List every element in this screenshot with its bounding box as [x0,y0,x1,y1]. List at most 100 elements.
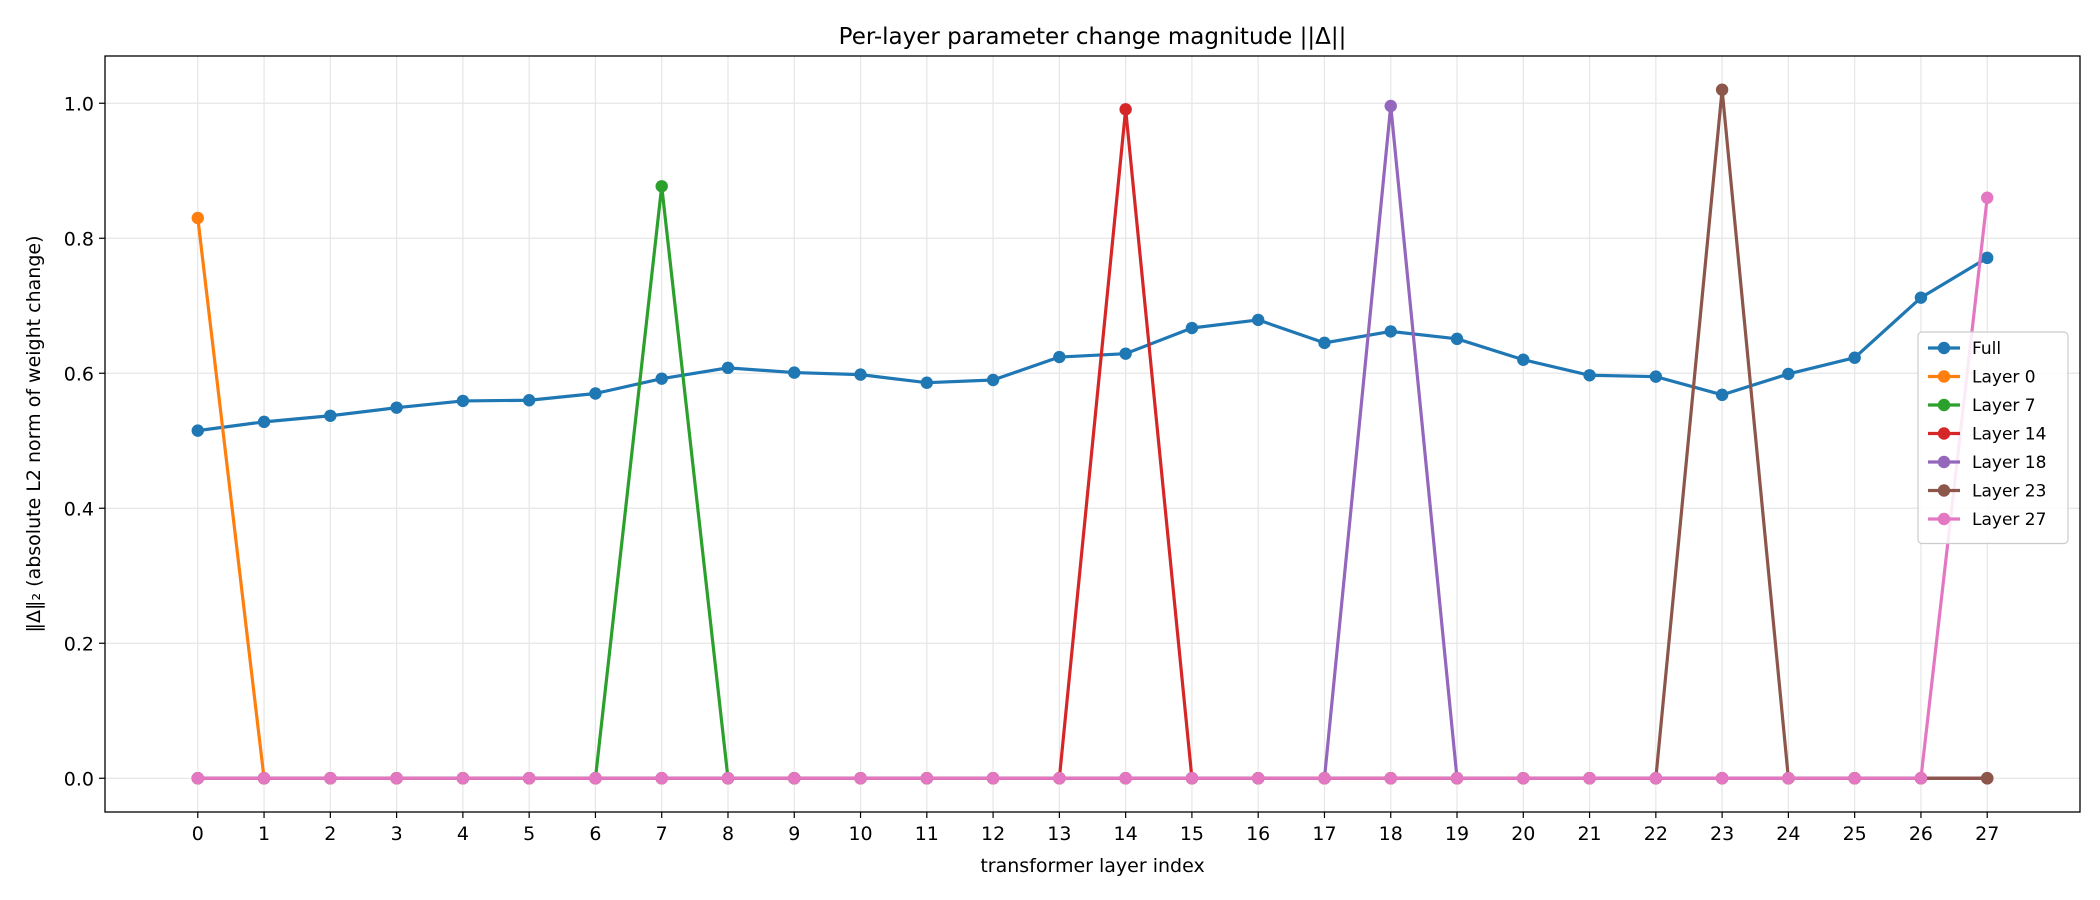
x-tick-label: 5 [523,823,535,845]
data-point [986,373,1000,387]
data-point [1318,772,1331,785]
data-point [1715,772,1729,785]
x-tick-label: 26 [1909,823,1933,845]
data-point [1715,388,1729,402]
x-tick-label: 18 [1379,823,1403,845]
series-layer-0 [191,211,1994,785]
data-point [390,401,403,414]
data-point [788,772,801,785]
data-point [854,772,867,785]
series-line [197,184,1988,780]
data-point [1649,772,1663,785]
series-line [197,256,1989,433]
x-tick-label: 1 [258,823,270,845]
x-tick-label: 6 [589,823,601,845]
data-point [721,361,735,375]
data-point [1119,103,1132,116]
legend-swatch-marker [1937,427,1951,440]
series-line [197,197,1989,780]
y-axis-ticks: 0.0 0.2 0.4 0.6 0.8 1.0 [64,93,105,790]
data-point [1185,321,1199,335]
data-point [324,772,337,785]
x-tick-label: 27 [1975,823,1999,845]
x-tick-label: 23 [1710,823,1734,845]
legend-label: Layer 23 [1972,482,2046,502]
data-point [655,372,668,385]
x-tick-label: 11 [915,823,939,845]
x-tick-label: 2 [324,823,336,845]
legend-item: Layer 18 [1928,453,2046,473]
data-point [1384,772,1397,785]
legend-item: Layer 23 [1928,482,2046,502]
legend-item: Full [1928,339,2001,359]
data-point [589,387,602,400]
y-axis-label: ‖Δ‖₂ (absolute L2 norm of weight change) [23,236,45,633]
data-point [920,376,934,389]
data-point [854,368,867,381]
data-point [1782,367,1795,381]
data-point [324,409,337,422]
legend-swatch-marker [1937,484,1951,497]
data-point [1583,369,1596,382]
series-line [196,217,1988,780]
x-tick-label: 13 [1047,823,1071,845]
data-point [1384,99,1397,113]
x-tick-label: 20 [1511,823,1535,845]
data-point [1517,772,1530,785]
x-tick-label: 15 [1180,823,1204,845]
data-point [1318,336,1331,350]
data-point [986,772,1000,785]
y-tick-label: 0.4 [64,498,94,520]
legend-swatch-marker [1937,398,1951,412]
data-point [1450,332,1464,346]
data-point [1981,191,1994,204]
legend-label: Layer 18 [1972,453,2046,473]
data-point [191,211,204,225]
plot-frame [104,55,2081,813]
data-point [1914,291,1928,304]
series-layer-14 [191,103,1994,785]
x-tick-label: 10 [848,823,872,845]
data-point [1119,347,1132,360]
data-point [1649,370,1663,383]
chart-title: Per-layer parameter change magnitude ||Δ… [839,24,1347,50]
series-layer-7 [191,180,1994,785]
series-full [191,251,1994,437]
data-point [1782,772,1795,785]
legend-swatch-marker [1937,512,1951,526]
legend-label: Layer 7 [1972,396,2036,416]
data-point [1119,772,1132,785]
data-point [1914,772,1928,785]
y-tick-label: 0.2 [64,633,94,655]
x-tick-label: 22 [1644,823,1668,845]
data-point [1517,353,1530,366]
data-point [655,180,668,193]
data-point [1053,772,1066,785]
legend-swatch-marker [1937,370,1951,383]
x-tick-label: 4 [457,823,469,845]
data-point [257,772,271,785]
data-point [920,772,934,785]
legend-item: Layer 14 [1928,425,2046,445]
data-point [522,394,536,407]
series-line [197,107,1988,780]
x-tick-label: 21 [1577,823,1601,845]
data-point [257,415,271,429]
y-tick-label: 0.6 [64,363,94,385]
legend-label: Layer 27 [1972,510,2046,530]
data-point [655,772,668,785]
y-tick-label: 1.0 [64,93,94,115]
data-point [1251,772,1265,785]
legend-label: Layer 14 [1972,425,2046,445]
x-axis-label: transformer layer index [980,855,1204,877]
y-tick-label: 0.0 [64,768,94,790]
series-layer [191,83,1994,785]
data-point [1583,772,1596,785]
data-point [1384,325,1397,338]
data-point [1981,251,1994,265]
data-point [1185,772,1199,785]
series-layer-27 [191,191,1994,785]
data-point [1981,772,1994,785]
data-point [1251,313,1265,327]
